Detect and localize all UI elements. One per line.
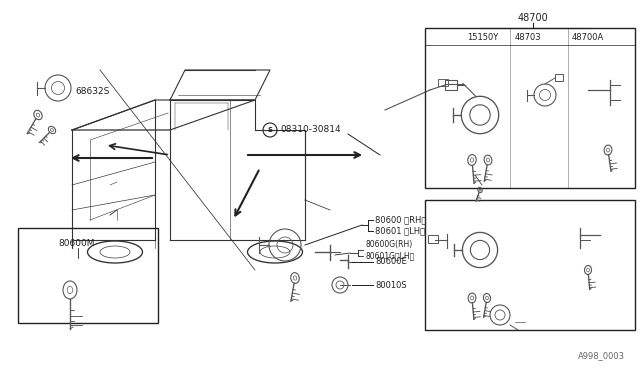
Text: 80601G〈LH〉: 80601G〈LH〉 (365, 251, 414, 260)
Bar (445, 80, 457, 90)
Bar (555, 74, 563, 81)
Text: S: S (268, 127, 273, 133)
Text: 48700A: 48700A (572, 33, 604, 42)
Text: 80601 〈LH〉: 80601 〈LH〉 (375, 227, 425, 235)
Text: 08310-30814: 08310-30814 (280, 125, 340, 135)
Text: 80010S: 80010S (375, 280, 406, 289)
Text: A998_0003: A998_0003 (578, 351, 625, 360)
Text: 80600G(RH): 80600G(RH) (365, 241, 412, 250)
Bar (428, 235, 438, 243)
Bar (438, 79, 448, 86)
Bar (18, 228, 158, 323)
Bar (425, 200, 635, 330)
Text: 48700: 48700 (518, 13, 548, 23)
Text: 15150Y: 15150Y (467, 33, 499, 42)
Text: 80600M: 80600M (58, 238, 95, 247)
Text: 80600E: 80600E (375, 257, 407, 266)
Text: 68632S: 68632S (75, 87, 109, 96)
Text: 48703: 48703 (515, 33, 541, 42)
Bar (425, 28, 635, 188)
Text: 80600 〈RH〉: 80600 〈RH〉 (375, 215, 426, 224)
